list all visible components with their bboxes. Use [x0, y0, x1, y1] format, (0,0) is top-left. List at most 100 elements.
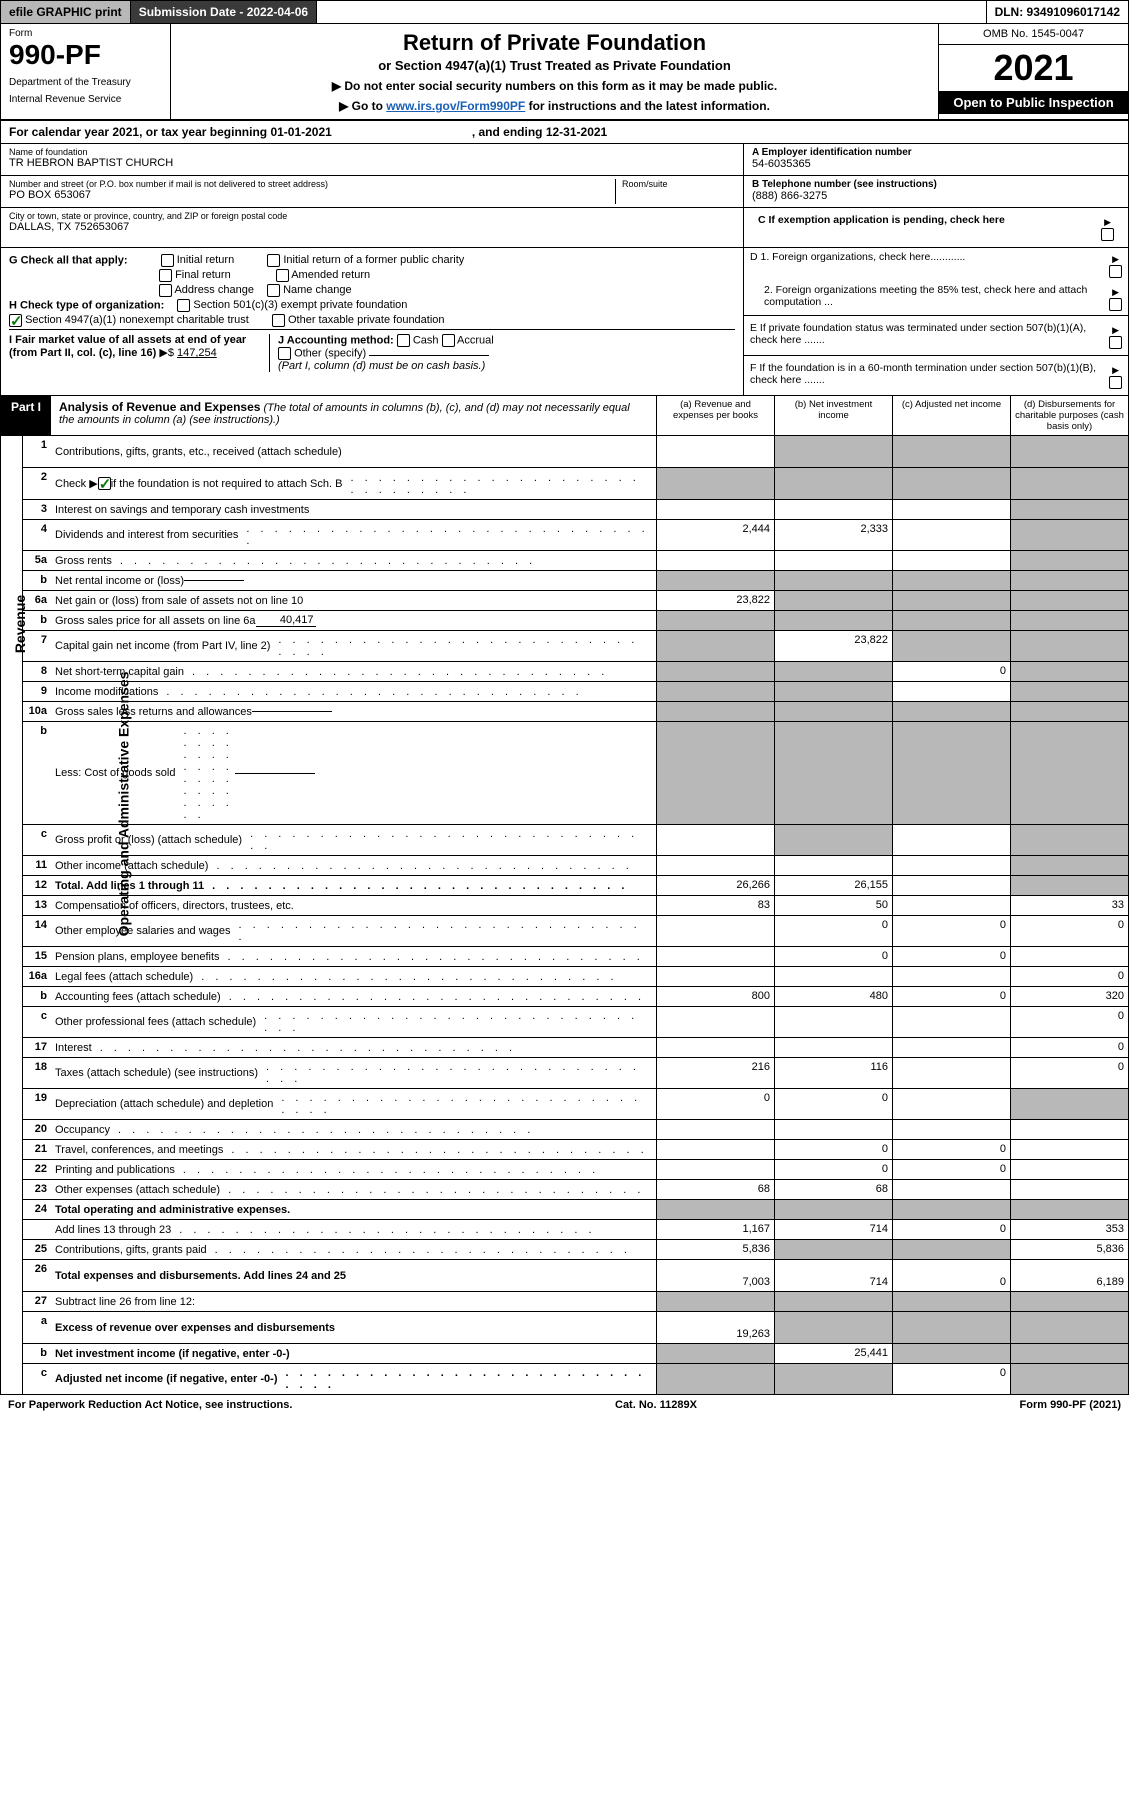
- g-final-checkbox[interactable]: [159, 269, 172, 282]
- revenue-label: Revenue: [12, 595, 28, 653]
- ein-label: A Employer identification number: [752, 147, 1120, 158]
- table-row: 23Other expenses (attach schedule)6868: [23, 1180, 1128, 1200]
- g-initial-former: Initial return of a former public charit…: [283, 254, 464, 266]
- header-right: OMB No. 1545-0047 2021 Open to Public In…: [938, 24, 1128, 119]
- j-accrual-checkbox[interactable]: [442, 334, 455, 347]
- h-row2: Section 4947(a)(1) nonexempt charitable …: [9, 314, 735, 327]
- r19-desc: Depreciation (attach schedule) and deple…: [51, 1089, 656, 1119]
- r6a-desc: Net gain or (loss) from sale of assets n…: [51, 591, 656, 610]
- table-row: 24Total operating and administrative exp…: [23, 1200, 1128, 1220]
- phone-label: B Telephone number (see instructions): [752, 179, 1120, 190]
- table-row: bNet rental income or (loss): [23, 571, 1128, 591]
- table-row: 22Printing and publications00: [23, 1160, 1128, 1180]
- r10c-desc: Gross profit or (loss) (attach schedule): [51, 825, 656, 855]
- part1-tag: Part I: [1, 396, 51, 435]
- arrow-icon: [1101, 216, 1114, 228]
- g-amended-checkbox[interactable]: [276, 269, 289, 282]
- g-namechange-checkbox[interactable]: [267, 284, 280, 297]
- table-row: aExcess of revenue over expenses and dis…: [23, 1312, 1128, 1344]
- arrow-icon: [1109, 364, 1122, 376]
- city-cell: City or town, state or province, country…: [1, 208, 743, 240]
- r27c-desc: Adjusted net income (if negative, enter …: [51, 1364, 656, 1394]
- r1-desc: Contributions, gifts, grants, etc., rece…: [51, 436, 656, 467]
- r4-desc: Dividends and interest from securities: [51, 520, 656, 550]
- side-labels: Revenue Operating and Administrative Exp…: [1, 436, 23, 1394]
- efile-print-button[interactable]: efile GRAPHIC print: [1, 1, 131, 23]
- h-501-checkbox[interactable]: [177, 299, 190, 312]
- d2-checkbox[interactable]: [1109, 298, 1122, 311]
- table-row: 17Interest0: [23, 1038, 1128, 1058]
- r14-desc: Other employee salaries and wages: [51, 916, 656, 946]
- col-a-header: (a) Revenue and expenses per books: [656, 396, 774, 435]
- return-subtitle: or Section 4947(a)(1) Trust Treated as P…: [191, 58, 918, 73]
- g-initial-former-checkbox[interactable]: [267, 254, 280, 267]
- table-row: bGross sales price for all assets on lin…: [23, 611, 1128, 631]
- j-note: (Part I, column (d) must be on cash basi…: [278, 360, 735, 372]
- entity-block: Name of foundation TR HEBRON BAPTIST CHU…: [1, 144, 1128, 248]
- r25-desc: Contributions, gifts, grants paid: [51, 1240, 656, 1259]
- table-row: 26Total expenses and disbursements. Add …: [23, 1260, 1128, 1292]
- g-initial-checkbox[interactable]: [161, 254, 174, 267]
- table-row: cGross profit or (loss) (attach schedule…: [23, 825, 1128, 856]
- c-checkbox[interactable]: [1101, 228, 1114, 241]
- ssn-warning: ▶ Do not enter social security numbers o…: [191, 79, 918, 93]
- j-other-checkbox[interactable]: [278, 347, 291, 360]
- r23-desc: Other expenses (attach schedule): [51, 1180, 656, 1199]
- g-final: Final return: [175, 269, 231, 281]
- foundation-name: TR HEBRON BAPTIST CHURCH: [9, 157, 735, 169]
- r27b-desc: Net investment income (if negative, ente…: [51, 1344, 656, 1363]
- r2-checkbox[interactable]: [98, 477, 111, 490]
- table-row: 27Subtract line 26 from line 12:: [23, 1292, 1128, 1312]
- h-other-checkbox[interactable]: [272, 314, 285, 327]
- topbar: efile GRAPHIC print Submission Date - 20…: [1, 1, 1128, 24]
- r22-desc: Printing and publications: [51, 1160, 656, 1179]
- irs-link[interactable]: www.irs.gov/Form990PF: [386, 99, 525, 113]
- r20-desc: Occupancy: [51, 1120, 656, 1139]
- r16b-desc: Accounting fees (attach schedule): [51, 987, 656, 1006]
- r5b-desc: Net rental income or (loss): [51, 571, 656, 590]
- name-label: Name of foundation: [9, 147, 735, 157]
- entity-left: Name of foundation TR HEBRON BAPTIST CHU…: [1, 144, 743, 247]
- expenses-label: Operating and Administrative Expenses: [115, 672, 131, 937]
- goto-pre: ▶ Go to: [339, 99, 386, 113]
- return-title: Return of Private Foundation: [191, 30, 918, 56]
- table-row: 10aGross sales less returns and allowanc…: [23, 702, 1128, 722]
- r10b-desc: Less: Cost of goods sold: [51, 722, 656, 824]
- i-value: 147,254: [177, 347, 217, 359]
- d2-row: 2. Foreign organizations meeting the 85%…: [744, 281, 1128, 316]
- g-initial: Initial return: [177, 254, 234, 266]
- e-checkbox[interactable]: [1109, 336, 1122, 349]
- table-row: cAdjusted net income (if negative, enter…: [23, 1364, 1128, 1394]
- header-mid: Return of Private Foundation or Section …: [171, 24, 938, 119]
- c-label: C If exemption application is pending, c…: [758, 214, 1092, 226]
- table-row: 25Contributions, gifts, grants paid5,836…: [23, 1240, 1128, 1260]
- form-990pf-page: efile GRAPHIC print Submission Date - 20…: [0, 0, 1129, 1395]
- h-4947-checkbox[interactable]: [9, 314, 22, 327]
- table-row: cOther professional fees (attach schedul…: [23, 1007, 1128, 1038]
- dln: DLN: 93491096017142: [986, 1, 1128, 23]
- table-body: 1Contributions, gifts, grants, etc., rec…: [23, 436, 1128, 1394]
- table-row: 4Dividends and interest from securities2…: [23, 520, 1128, 551]
- e-row: E If private foundation status was termi…: [744, 316, 1128, 356]
- g-row3: Address change Name change: [9, 284, 735, 297]
- phone: (888) 866-3275: [752, 190, 1120, 202]
- part1-header: Part I Analysis of Revenue and Expenses …: [1, 396, 1128, 436]
- d1-checkbox[interactable]: [1109, 265, 1122, 278]
- g-addrchange: Address change: [174, 284, 254, 296]
- j-cash-checkbox[interactable]: [397, 334, 410, 347]
- table-row: 18Taxes (attach schedule) (see instructi…: [23, 1058, 1128, 1089]
- f-checkbox[interactable]: [1109, 376, 1122, 389]
- r9-desc: Income modifications: [51, 682, 656, 701]
- cal-end: , and ending 12-31-2021: [472, 125, 607, 139]
- table-row: 3Interest on savings and temporary cash …: [23, 500, 1128, 520]
- tax-year: 2021: [939, 45, 1128, 91]
- g-addrchange-checkbox[interactable]: [159, 284, 172, 297]
- r27a-desc: Excess of revenue over expenses and disb…: [51, 1312, 656, 1343]
- table-row: 20Occupancy: [23, 1120, 1128, 1140]
- col-b-header: (b) Net investment income: [774, 396, 892, 435]
- f-label: F If the foundation is in a 60-month ter…: [750, 362, 1100, 386]
- r24-desc: Total operating and administrative expen…: [51, 1200, 656, 1219]
- table-row: 14Other employee salaries and wages000: [23, 916, 1128, 947]
- arrow-icon: [1109, 253, 1122, 265]
- d1-row: D 1. Foreign organizations, check here..…: [744, 248, 1128, 281]
